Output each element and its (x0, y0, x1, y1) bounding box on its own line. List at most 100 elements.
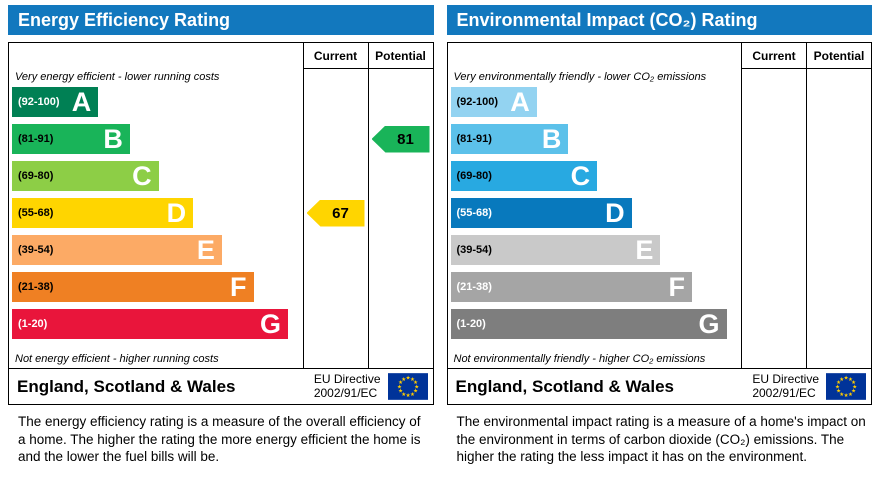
bottom-caption: Not environmentally friendly - higher CO… (453, 353, 706, 365)
svg-text:★: ★ (405, 376, 410, 382)
svg-text:★: ★ (398, 389, 403, 395)
rating-band-row: (1-20) G (12, 309, 300, 346)
environmental-impact-description: The environmental impact rating is a mea… (456, 414, 866, 465)
svg-text:★: ★ (844, 393, 849, 399)
rating-band-row: (55-68) D (12, 198, 300, 235)
band-list: (92-100) A (81-91) B (69-80) C (55-68) D (39-54)… (450, 87, 739, 346)
potential-column-header: Potential (367, 43, 433, 69)
band-range-label: (81-91) (18, 133, 54, 145)
rating-band-row: (92-100) A (450, 87, 739, 124)
region-footer: England, Scotland & Wales EU Directive 2… (8, 369, 434, 405)
band-bar-b: (81-91) B (450, 123, 569, 154)
band-range-label: (69-80) (18, 170, 54, 182)
band-letter: B (541, 123, 562, 154)
chart-header-spacer (448, 43, 742, 69)
energy-efficiency-description: The energy efficiency rating is a measur… (18, 414, 421, 465)
band-letter: E (635, 234, 654, 265)
column-header-row: Current Potential (9, 43, 433, 69)
environmental-impact-title: Environmental Impact (CO₂) Rating (446, 5, 872, 35)
eu-directive-line2: 2002/91/EC (752, 385, 816, 400)
svg-text:★: ★ (848, 377, 853, 383)
band-letter: B (103, 123, 123, 154)
current-column-header: Current (302, 43, 368, 69)
band-bar-b: (81-91) B (12, 124, 130, 154)
eu-flag-icon: ★ ★ ★ ★ ★ ★ ★ ★ ★ ★ ★ ★ (826, 373, 866, 400)
svg-text:★: ★ (405, 393, 410, 399)
band-bar-g: (1-20) G (450, 309, 727, 339)
band-bar-d: (55-68) D (450, 197, 632, 228)
rating-band-row: (21-38) F (12, 272, 300, 309)
band-range-label: (21-38) (18, 281, 54, 293)
rating-band-row: (69-80) C (450, 160, 739, 198)
band-range-label: (92-100) (456, 96, 499, 108)
svg-text:★: ★ (401, 377, 406, 383)
band-range-label: (69-80) (456, 170, 492, 182)
svg-text:★: ★ (409, 392, 414, 398)
rating-band-row: (81-91) B (450, 123, 739, 161)
potential-column-header: Potential (806, 43, 871, 69)
rating-band-row: (81-91) B (12, 124, 300, 161)
svg-text:★: ★ (414, 384, 419, 390)
band-bar-a: (92-100) A (12, 87, 99, 117)
svg-text:★: ★ (839, 377, 844, 383)
band-range-label: (55-68) (18, 207, 54, 219)
band-range-label: (21-38) (456, 281, 492, 293)
band-list: (92-100) A (81-91) B (69-80) C (55-68) D (39-54)… (12, 87, 300, 346)
region-label: England, Scotland & Wales (17, 376, 236, 396)
svg-text:★: ★ (851, 389, 856, 395)
band-letter: C (132, 160, 152, 191)
column-header-row: Current Potential (448, 43, 871, 69)
current-col: 67 (302, 69, 368, 368)
eu-directive-label: EU Directive 2002/91/EC (313, 371, 381, 401)
band-range-label: (92-100) (18, 96, 60, 108)
band-range-label: (39-54) (18, 244, 54, 256)
bottom-caption: Not energy efficient - higher running co… (15, 353, 219, 365)
potential-col: 81 (367, 69, 433, 368)
band-range-label: (81-91) (456, 133, 492, 145)
band-letter: C (570, 160, 591, 191)
environmental-impact-chart: Current Potential Very environmentally f… (446, 42, 872, 369)
eu-directive-line1: EU Directive (313, 371, 381, 386)
band-range-label: (55-68) (456, 207, 492, 219)
svg-text:★: ★ (852, 384, 857, 390)
region-footer: England, Scotland & Wales EU Directive 2… (446, 369, 872, 405)
band-bar-d: (55-68) D (12, 197, 194, 228)
rating-band-row: (21-38) F (450, 272, 739, 309)
band-bar-f: (21-38) F (12, 272, 254, 302)
band-bar-c: (69-80) C (12, 161, 159, 191)
band-letter: D (605, 197, 625, 228)
energy-efficiency-title: Energy Efficiency Rating (8, 5, 434, 35)
svg-text:★: ★ (398, 380, 403, 386)
svg-text:★: ★ (396, 384, 401, 390)
rating-band-row: (69-80) C (12, 161, 300, 198)
svg-text:★: ★ (844, 376, 849, 382)
band-range-label: (1-20) (456, 318, 486, 330)
eu-directive-line1: EU Directive (752, 371, 819, 386)
band-column: Very environmentally friendly - lower CO… (448, 69, 742, 368)
band-bar-f: (21-38) F (450, 272, 692, 302)
band-letter: G (259, 308, 281, 339)
band-bar-e: (39-54) E (12, 235, 222, 265)
band-bar-a: (92-100) A (450, 87, 537, 117)
band-column: Very energy efficient - lower running co… (9, 69, 303, 368)
svg-text:★: ★ (839, 392, 844, 398)
band-range-label: (1-20) (18, 318, 48, 330)
band-bar-e: (39-54) E (450, 234, 661, 265)
band-letter: F (230, 271, 247, 302)
svg-text:★: ★ (836, 389, 841, 395)
rating-band-row: (92-100) A (12, 87, 300, 124)
eu-flag-icon: ★ ★ ★ ★ ★ ★ ★ ★ ★ ★ ★ ★ (387, 373, 428, 400)
svg-text:★: ★ (851, 380, 856, 386)
svg-text:★: ★ (836, 380, 841, 386)
svg-text:★: ★ (413, 380, 418, 386)
eu-directive-line2: 2002/91/EC (313, 385, 378, 400)
energy-efficiency-panel: Energy Efficiency Rating Current Potenti… (8, 5, 434, 488)
region-label: England, Scotland & Wales (455, 376, 675, 396)
band-bar-c: (69-80) C (450, 160, 598, 191)
current-column-header: Current (741, 43, 806, 69)
chart-header-spacer (9, 43, 303, 69)
rating-band-row: (39-54) E (450, 234, 739, 272)
band-letter: D (166, 197, 187, 228)
top-caption: Very environmentally friendly - lower CO… (453, 71, 707, 83)
potential-rating-arrow: 81 (371, 125, 430, 153)
